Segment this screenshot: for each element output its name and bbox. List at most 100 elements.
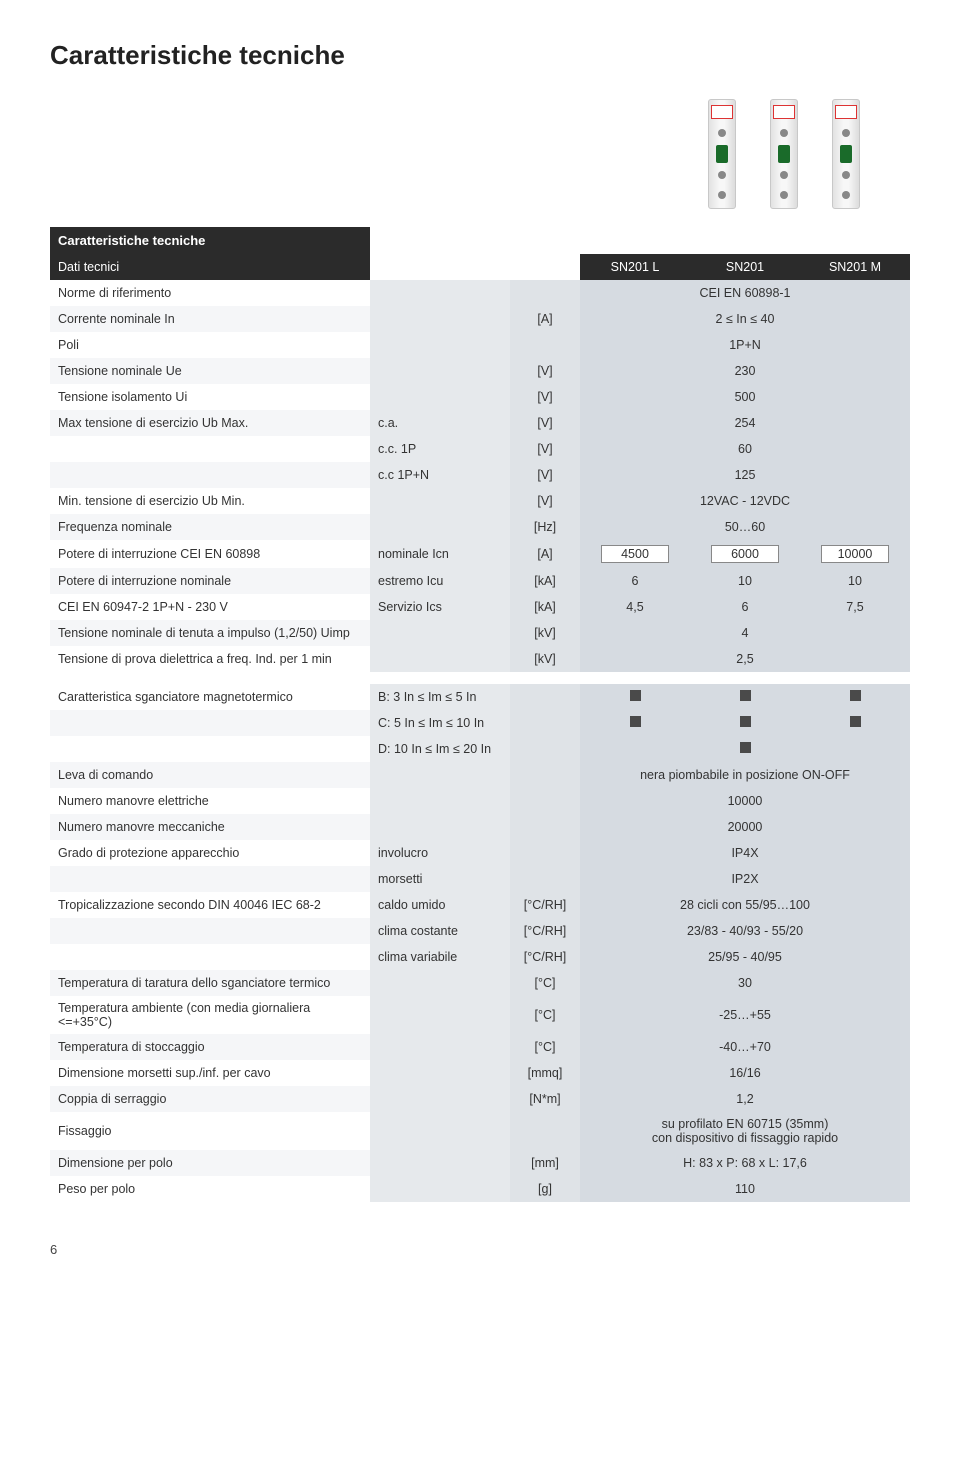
row-label: Corrente nominale In <box>50 306 370 332</box>
row-label: Coppia di serraggio <box>50 1086 370 1112</box>
boxed-value: 10000 <box>821 545 890 563</box>
row-sub: estremo Icu <box>370 568 510 594</box>
table-row: C: 5 In ≤ Im ≤ 10 In <box>50 710 910 736</box>
row-v1: 4,5 <box>580 594 690 620</box>
row-value: 4 <box>580 620 910 646</box>
boxed-value: 4500 <box>601 545 669 563</box>
row-unit: [A] <box>510 306 580 332</box>
row-label: Caratteristica sganciatore magnetotermic… <box>50 684 370 710</box>
table-row: Tensione di prova dielettrica a freq. In… <box>50 646 910 672</box>
row-label: Temperatura di stoccaggio <box>50 1034 370 1060</box>
product-illustration <box>50 99 910 209</box>
row-v1: 6 <box>580 568 690 594</box>
square-icon <box>850 716 861 727</box>
table-row: Grado di protezione apparecchio involucr… <box>50 840 910 866</box>
row-label: CEI EN 60947-2 1P+N - 230 V <box>50 594 370 620</box>
row-label: Potere di interruzione nominale <box>50 568 370 594</box>
row-label: Frequenza nominale <box>50 514 370 540</box>
row-label: Temperatura ambiente (con media giornali… <box>50 996 370 1034</box>
row-v2 <box>690 684 800 710</box>
square-icon <box>630 690 641 701</box>
table-row: Dimensione morsetti sup./inf. per cavo [… <box>50 1060 910 1086</box>
spacer-row <box>50 672 910 684</box>
row-value: IP2X <box>580 866 910 892</box>
col-header-3: SN201 M <box>800 254 910 280</box>
table-row: Potere di interruzione nominale estremo … <box>50 568 910 594</box>
table-row: Temperatura ambiente (con media giornali… <box>50 996 910 1034</box>
table-row: D: 10 In ≤ Im ≤ 20 In <box>50 736 910 762</box>
row-value: su profilato EN 60715 (35mm) con disposi… <box>580 1112 910 1150</box>
row-value: 20000 <box>580 814 910 840</box>
table-row: Temperatura di taratura dello sganciator… <box>50 970 910 996</box>
row-value: 230 <box>580 358 910 384</box>
row-unit: [kV] <box>510 620 580 646</box>
row-unit: [Hz] <box>510 514 580 540</box>
page-title: Caratteristiche tecniche <box>50 40 910 71</box>
row-value: 254 <box>580 410 910 436</box>
row-value: -25…+55 <box>580 996 910 1034</box>
row-unit: [kA] <box>510 594 580 620</box>
row-unit: [V] <box>510 358 580 384</box>
row-v3: 7,5 <box>800 594 910 620</box>
row-label: Norme di riferimento <box>50 280 370 306</box>
table-row: Peso per polo [g] 110 <box>50 1176 910 1202</box>
row-v3: 10000 <box>800 540 910 568</box>
table-row: Caratteristica sganciatore magnetotermic… <box>50 684 910 710</box>
row-v2: 6000 <box>690 540 800 568</box>
row-value: 28 cicli con 55/95…100 <box>580 892 910 918</box>
row-unit: [°C/RH] <box>510 918 580 944</box>
table-row: Temperatura di stoccaggio [°C] -40…+70 <box>50 1034 910 1060</box>
table-row: Leva di comando nera piombabile in posiz… <box>50 762 910 788</box>
subsection-label: Dati tecnici <box>50 254 370 280</box>
row-unit: [V] <box>510 384 580 410</box>
row-sub: involucro <box>370 840 510 866</box>
table-row: clima costante [°C/RH] 23/83 - 40/93 - 5… <box>50 918 910 944</box>
row-value: 1P+N <box>580 332 910 358</box>
row-unit: [A] <box>510 540 580 568</box>
row-sub: caldo umido <box>370 892 510 918</box>
table-row: CEI EN 60947-2 1P+N - 230 V Servizio Ics… <box>50 594 910 620</box>
table-row: clima variabile [°C/RH] 25/95 - 40/95 <box>50 944 910 970</box>
row-sub: c.c. 1P <box>370 436 510 462</box>
row-unit: [N*m] <box>510 1086 580 1112</box>
row-sub: c.c 1P+N <box>370 462 510 488</box>
table-row: Min. tensione di esercizio Ub Min. [V] 1… <box>50 488 910 514</box>
row-label: Tensione di prova dielettrica a freq. In… <box>50 646 370 672</box>
table-row: Poli 1P+N <box>50 332 910 358</box>
row-value: 125 <box>580 462 910 488</box>
table-row: Max tensione di esercizio Ub Max. c.a. [… <box>50 410 910 436</box>
row-label: Leva di comando <box>50 762 370 788</box>
row-v3: 10 <box>800 568 910 594</box>
row-sub: clima costante <box>370 918 510 944</box>
row-sub: morsetti <box>370 866 510 892</box>
square-icon <box>740 742 751 753</box>
row-unit: [mm] <box>510 1150 580 1176</box>
table-row: Tensione nominale di tenuta a impulso (1… <box>50 620 910 646</box>
row-sub: B: 3 In ≤ Im ≤ 5 In <box>370 684 510 710</box>
square-icon <box>850 690 861 701</box>
row-value: 1,2 <box>580 1086 910 1112</box>
section-header: Caratteristiche tecniche <box>50 227 370 254</box>
col-header-1: SN201 L <box>580 254 690 280</box>
row-label: Tensione nominale di tenuta a impulso (1… <box>50 620 370 646</box>
row-value: 60 <box>580 436 910 462</box>
row-label: Dimensione per polo <box>50 1150 370 1176</box>
row-value: 110 <box>580 1176 910 1202</box>
row-label: Peso per polo <box>50 1176 370 1202</box>
row-sub: C: 5 In ≤ Im ≤ 10 In <box>370 710 510 736</box>
square-icon <box>740 716 751 727</box>
row-label: Min. tensione di esercizio Ub Min. <box>50 488 370 514</box>
row-unit: [kA] <box>510 568 580 594</box>
row-unit: [g] <box>510 1176 580 1202</box>
section-header-row: Caratteristiche tecniche <box>50 227 910 254</box>
row-label: Grado di protezione apparecchio <box>50 840 370 866</box>
row-unit: [°C] <box>510 996 580 1034</box>
row-label: Tensione isolamento Ui <box>50 384 370 410</box>
table-row: Norme di riferimento CEI EN 60898-1 <box>50 280 910 306</box>
row-sub: clima variabile <box>370 944 510 970</box>
row-v1 <box>580 684 690 710</box>
table-row: Tensione nominale Ue [V] 230 <box>50 358 910 384</box>
col-header-2: SN201 <box>690 254 800 280</box>
table-row: Fissaggio su profilato EN 60715 (35mm) c… <box>50 1112 910 1150</box>
row-sub: Servizio Ics <box>370 594 510 620</box>
